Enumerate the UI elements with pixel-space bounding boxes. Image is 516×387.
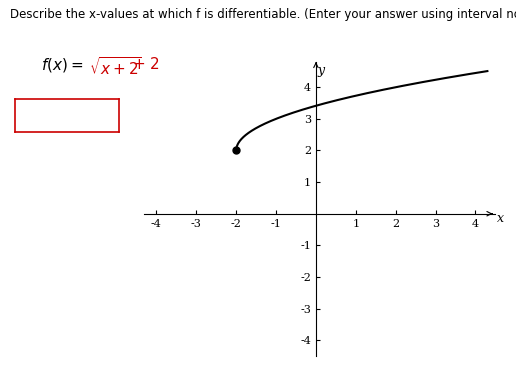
Text: y: y [317, 63, 324, 77]
Text: $+\ 2$: $+\ 2$ [132, 56, 160, 72]
Text: Describe the x-values at which f is differentiable. (Enter your answer using int: Describe the x-values at which f is diff… [10, 8, 516, 21]
Text: x: x [497, 212, 504, 225]
Text: $\sqrt{x+2}$: $\sqrt{x+2}$ [89, 56, 142, 78]
Text: $f(x) = $: $f(x) = $ [41, 56, 84, 74]
